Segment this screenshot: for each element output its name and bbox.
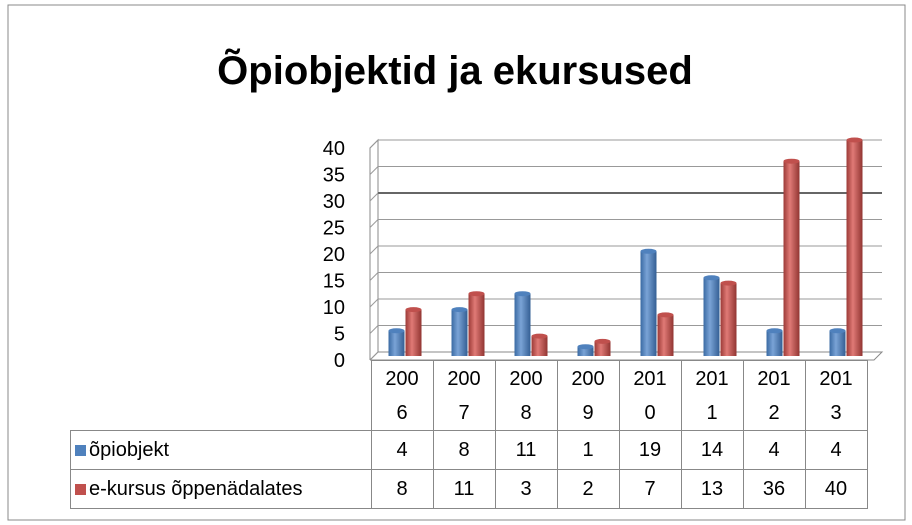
y-tick-label: 35	[323, 165, 345, 187]
grid-line	[369, 245, 379, 255]
grid-line	[369, 298, 379, 308]
floor	[370, 351, 884, 361]
grid-line	[369, 219, 379, 228]
legend-cell: õpiobjekt	[70, 430, 372, 470]
bar	[640, 248, 657, 356]
x-tick-label: 2011	[695, 367, 729, 424]
x-tick-label: 2013	[819, 367, 853, 424]
grid-line	[369, 325, 379, 334]
category-cell: 2013	[804, 360, 868, 431]
category-cell: 2011	[680, 360, 744, 431]
legend-cell: e-kursus õppenädalates	[70, 469, 372, 509]
grid-line	[369, 166, 379, 175]
chart-border	[7, 4, 906, 521]
table-value: 4	[370, 430, 434, 470]
x-tick-label: 2008	[509, 367, 543, 424]
x-tick-label: 2006	[385, 367, 419, 424]
bar	[468, 291, 485, 356]
legend-key	[75, 444, 86, 456]
table-value: 2	[556, 469, 620, 509]
bar	[657, 312, 674, 356]
x-tick-label: 2009	[571, 367, 605, 424]
category-cell: 2007	[432, 360, 496, 431]
y-tick-label: 30	[323, 191, 345, 213]
category-cell: 2006	[370, 360, 434, 431]
bar	[594, 338, 611, 356]
y-tick-label: 0	[334, 350, 345, 372]
bar	[703, 275, 720, 356]
table-value: 8	[370, 469, 434, 509]
bar	[829, 328, 846, 356]
x-tick-label: 2007	[447, 367, 481, 424]
table-value: 4	[742, 430, 806, 470]
category-cell: 2008	[494, 360, 558, 431]
y-tick-label: 10	[323, 297, 345, 319]
bar	[846, 137, 863, 356]
y-tick-label: 25	[323, 218, 345, 240]
table-value: 8	[432, 430, 496, 470]
y-tick-label: 20	[323, 244, 345, 266]
blank	[71, 361, 372, 431]
table-value: 1	[556, 430, 620, 470]
table-value: 14	[680, 430, 744, 470]
x-tick-label: 2010	[633, 367, 667, 424]
grid-line	[369, 351, 379, 361]
legend-label: õpiobjekt	[89, 438, 170, 461]
table-value: 19	[618, 430, 682, 470]
table-value: 40	[804, 469, 868, 509]
data-table: 2006 2007 2008 2009 2010 2011 2012 2013 õpiobje…	[70, 360, 868, 509]
bar	[766, 328, 783, 356]
table-value: 36	[742, 469, 806, 509]
table-value: 13	[680, 469, 744, 509]
bar	[783, 158, 800, 356]
table-value: 3	[494, 469, 558, 509]
legend-key	[75, 483, 86, 495]
y-tick-label: 40	[323, 138, 345, 160]
bar	[451, 307, 468, 356]
bar	[720, 280, 737, 356]
grid-line	[369, 192, 379, 202]
category-cell: 2009	[556, 360, 620, 431]
grid-line	[369, 139, 379, 149]
bar	[514, 291, 531, 356]
category-cell: 2010	[618, 360, 682, 431]
x-tick-label: 2012	[757, 367, 791, 424]
table-value: 11	[432, 469, 496, 509]
bar	[531, 333, 548, 356]
chart-title: Õpiobjektid ja ekursused	[217, 47, 693, 93]
bar	[388, 328, 405, 356]
bar	[577, 344, 594, 356]
legend-label: e-kursus õppenädalates	[89, 477, 303, 500]
table-value: 11	[494, 430, 558, 470]
category-cell: 2012	[742, 360, 806, 431]
table-value: 7	[618, 469, 682, 509]
y-tick-label: 5	[334, 324, 345, 346]
bar	[405, 307, 422, 356]
y-tick-label: 15	[323, 271, 345, 293]
table-value: 4	[804, 430, 868, 470]
grid-line	[369, 272, 379, 281]
